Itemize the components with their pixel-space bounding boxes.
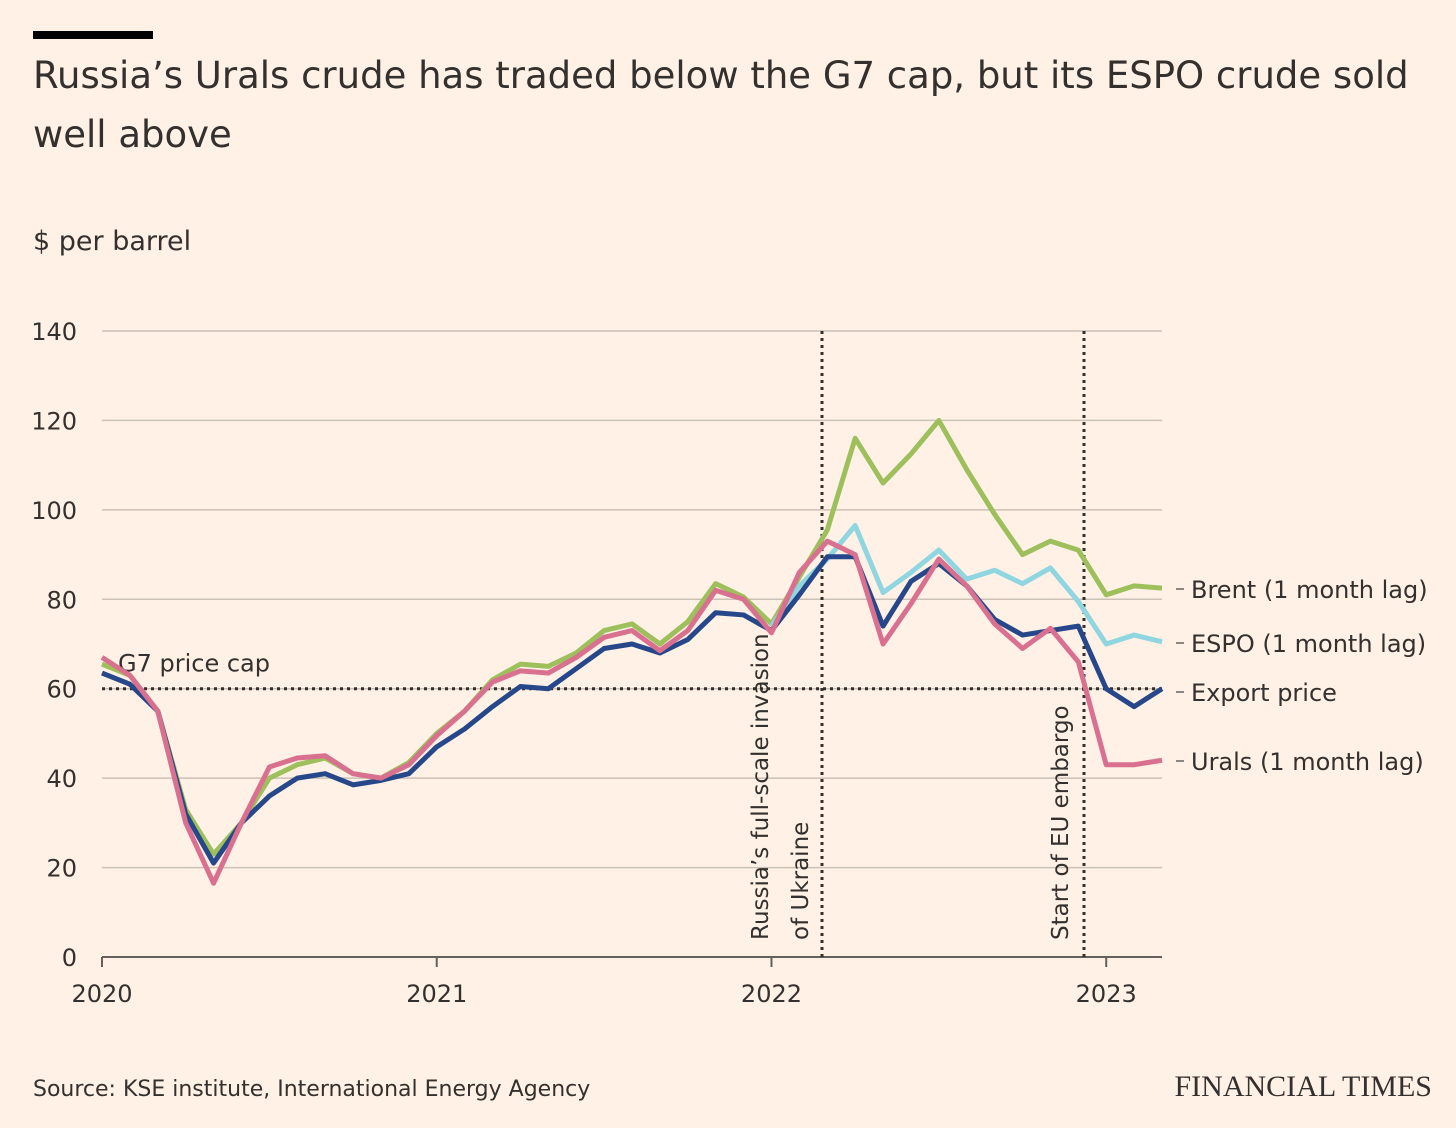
top-bar (33, 31, 153, 39)
x-tick-label: 2020 (71, 980, 132, 1008)
x-tick-label: 2022 (741, 980, 802, 1008)
reference-label: G7 price cap (118, 650, 270, 678)
subtitle: $ per barrel (33, 226, 191, 257)
chart-title: Russia’s Urals crude has traded below th… (33, 54, 1409, 156)
x-tick-label: 2023 (1076, 980, 1137, 1008)
series-line (100, 538, 1163, 886)
brand: FINANCIAL TIMES (1174, 1070, 1432, 1103)
y-tick-label: 20 (46, 855, 77, 883)
x-tick-label: 2021 (406, 980, 467, 1008)
annotation-text: of Ukraine (788, 822, 814, 940)
y-tick-label: 80 (46, 586, 77, 614)
y-tick-label: 0 (62, 944, 77, 972)
legend-label: Export price (1191, 679, 1337, 707)
legend-label: ESPO (1 month lag) (1191, 630, 1426, 658)
annotation-text: Russia’s full-scale invasion (748, 633, 774, 940)
y-tick-label: 60 (46, 676, 77, 704)
annotation-text: Start of EU embargo (1048, 705, 1074, 940)
series-line (101, 417, 1163, 857)
y-tick-label: 100 (31, 497, 77, 525)
y-tick-label: 140 (31, 318, 77, 346)
y-tick-label: 120 (31, 407, 77, 435)
legend-label: Brent (1 month lag) (1191, 576, 1428, 604)
legend-label: Urals (1 month lag) (1191, 748, 1424, 776)
y-tick-label: 40 (46, 765, 77, 793)
source: Source: KSE institute, International Ene… (33, 1077, 590, 1102)
